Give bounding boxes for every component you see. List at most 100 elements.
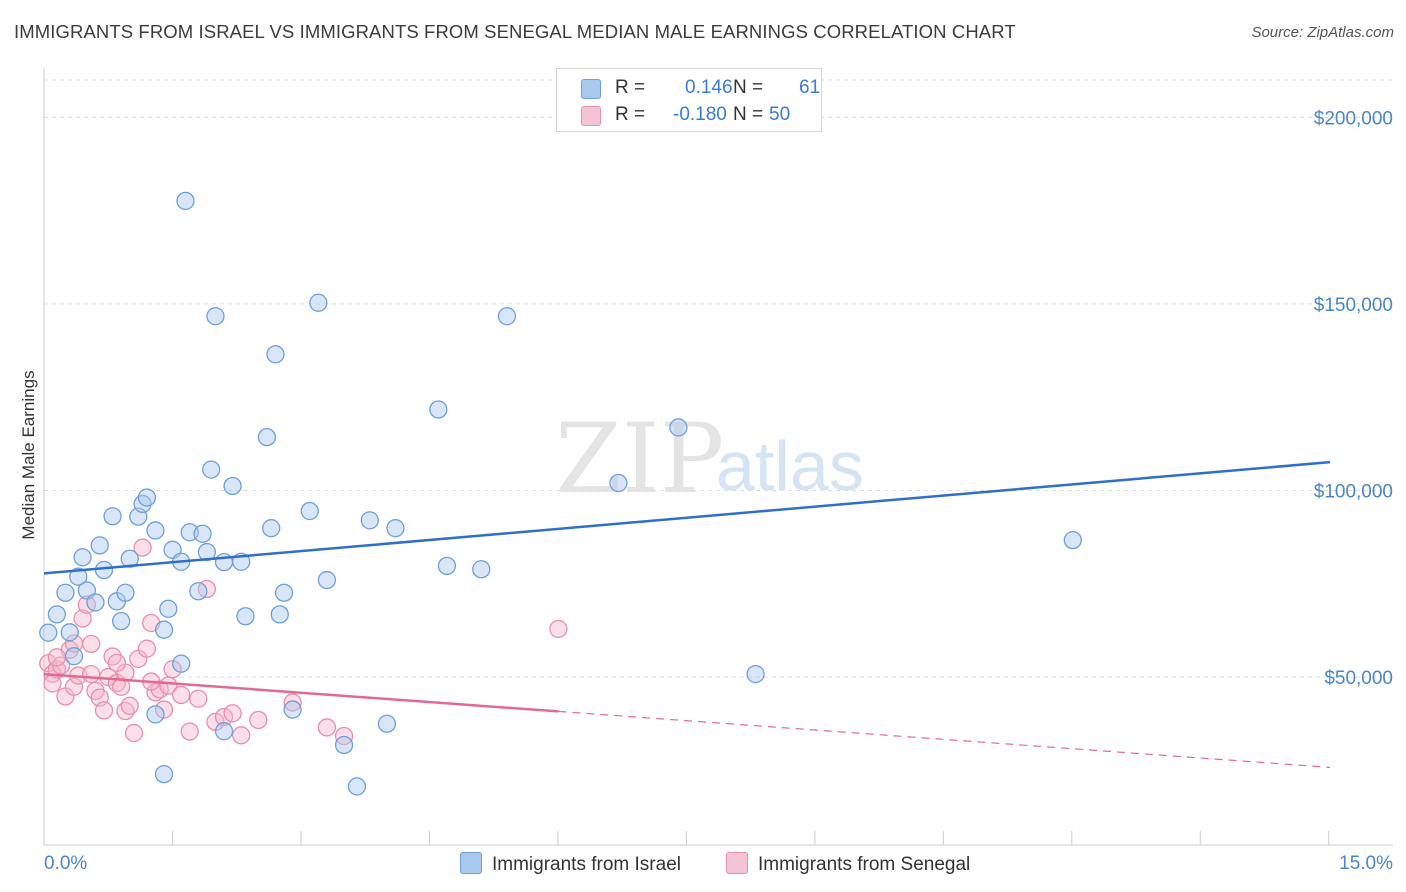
israel-point (193, 524, 212, 543)
israel-point (154, 620, 174, 639)
senegal-point (232, 726, 251, 745)
senegal-point (51, 656, 71, 675)
israel-point (669, 418, 688, 437)
israel-trend-line (43, 460, 1331, 575)
senegal-point (180, 722, 199, 741)
watermark-zip: ZIP (555, 403, 724, 515)
israel-point (56, 583, 75, 602)
israel-point (112, 611, 131, 631)
israel-point (172, 654, 191, 673)
y-tick-labels: $50,000 $100,000 $150,000 $200,000 (1314, 108, 1393, 689)
grid-lines (44, 79, 1393, 678)
senegal-point (73, 609, 92, 628)
senegal-point (172, 685, 191, 705)
israel-point (317, 570, 337, 590)
israel-point (266, 345, 285, 364)
n-label: N = (733, 77, 764, 98)
senegal-point (82, 664, 101, 684)
israel-point (334, 735, 354, 755)
israel-legend-label: Immigrants from Israel (492, 854, 681, 875)
israel-point (206, 307, 225, 326)
israel-point (274, 583, 294, 602)
senegal-point (94, 701, 114, 720)
axes (43, 68, 1393, 846)
y-tick-label: $200,000 (1314, 108, 1393, 129)
senegal-point (249, 710, 268, 730)
senegal-point (133, 538, 152, 557)
senegal-point (120, 696, 139, 715)
r-label: R = (615, 104, 646, 125)
israel-point (262, 519, 281, 538)
israel-point (386, 519, 405, 538)
senegal-legend-label: Immigrants from Senegal (758, 854, 971, 875)
y-tick-label: $50,000 (1324, 668, 1393, 689)
israel-point (347, 777, 367, 796)
senegal-point (223, 704, 242, 723)
israel-point (223, 476, 242, 496)
israel-point (154, 764, 174, 784)
israel-point (103, 507, 122, 526)
israel-point (197, 542, 217, 562)
israel-point (120, 549, 139, 568)
r-label: R = (615, 77, 646, 98)
n-label: N = (733, 104, 764, 125)
senegal-point (283, 693, 302, 712)
israel-point (60, 623, 79, 642)
x-tick-labels: 0.0% 15.0% (44, 853, 1393, 874)
n-value: 50 (769, 104, 791, 125)
x-tick-label: 15.0% (1339, 853, 1393, 874)
senegal-legend-swatch (726, 852, 748, 874)
israel-point (360, 511, 379, 530)
israel-point (116, 583, 135, 602)
senegal-swatch (581, 106, 601, 126)
senegal-point (47, 648, 67, 667)
r-value: -0.180 (673, 104, 727, 125)
source-credit: Source: ZipAtlas.com (1251, 24, 1394, 41)
senegal-point (154, 700, 174, 719)
israel-point (257, 427, 277, 447)
x-tick-label: 0.0% (44, 853, 87, 874)
israel-point (94, 560, 114, 580)
israel-point (137, 488, 157, 507)
israel-point (189, 582, 208, 601)
israel-point (146, 521, 165, 540)
senegal-point (137, 639, 157, 658)
bottom-legend-senegal: Immigrants from Senegal (726, 852, 970, 876)
israel-point (429, 400, 448, 419)
israel-point (214, 722, 234, 741)
watermark-atlas: atlas (716, 427, 864, 505)
israel-point (146, 705, 165, 724)
senegal-point (107, 653, 127, 673)
senegal-point (549, 619, 568, 639)
israel-point (176, 191, 195, 211)
israel-point (377, 714, 397, 733)
senegal-point (124, 723, 144, 743)
israel-point (300, 501, 319, 521)
correlation-legend: R = 0.146 N = 61 R = -0.180 N = 50 (556, 68, 822, 132)
senegal-point (112, 677, 131, 696)
y-tick-label: $100,000 (1314, 481, 1393, 502)
israel-points (39, 191, 1082, 796)
israel-point (497, 307, 517, 326)
israel-point (472, 560, 491, 579)
israel-swatch (581, 79, 601, 99)
n-value: 61 (799, 77, 821, 98)
israel-point (1063, 530, 1082, 550)
israel-point (236, 607, 255, 626)
israel-point (86, 593, 105, 612)
r-value: 0.146 (685, 77, 733, 98)
israel-legend-swatch (460, 852, 482, 874)
y-axis-label: Median Male Earnings (19, 370, 38, 539)
israel-point (609, 473, 628, 493)
israel-point (90, 536, 109, 555)
senegal-point (189, 689, 208, 708)
bottom-legend-israel: Immigrants from Israel (460, 852, 681, 876)
israel-point (202, 460, 221, 479)
chart-title: IMMIGRANTS FROM ISRAEL VS IMMIGRANTS FRO… (14, 21, 1016, 42)
senegal-point (82, 634, 101, 654)
israel-point (39, 623, 58, 642)
israel-point (309, 293, 328, 312)
trend-lines (43, 460, 1331, 768)
israel-point (746, 664, 765, 684)
